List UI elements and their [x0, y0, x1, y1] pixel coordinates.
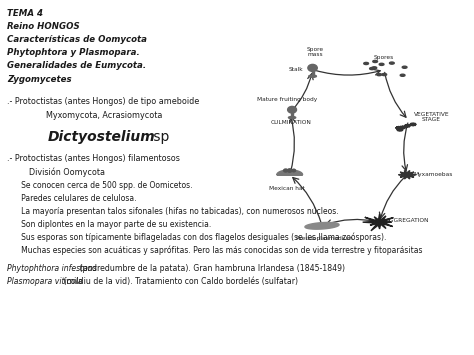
Ellipse shape	[364, 62, 368, 65]
Polygon shape	[305, 223, 339, 229]
Ellipse shape	[373, 60, 378, 62]
Polygon shape	[277, 170, 302, 175]
Bar	[291, 110, 293, 118]
Ellipse shape	[309, 75, 317, 77]
Text: Spore
mass: Spore mass	[306, 47, 323, 57]
Polygon shape	[400, 126, 406, 129]
Text: Muchas especies son acuáticas y saprófitas. Pero las más conocidas son de vida t: Muchas especies son acuáticas y saprófit…	[14, 245, 423, 255]
Text: (mildiu de la vid). Tratamiento con Caldo bordelés (sulfatar): (mildiu de la vid). Tratamiento con Cald…	[61, 277, 298, 286]
Text: Phytophtora y Plasmopara.: Phytophtora y Plasmopara.	[7, 48, 140, 57]
Text: Paredes celulares de celulosa.: Paredes celulares de celulosa.	[14, 194, 137, 203]
Text: sp: sp	[149, 130, 170, 144]
Ellipse shape	[390, 62, 394, 64]
Polygon shape	[404, 124, 410, 127]
Text: Myxamoebas: Myxamoebas	[413, 171, 453, 176]
Text: .- Protoctistas (antes Hongos) filamentosos: .- Protoctistas (antes Hongos) filamento…	[7, 154, 180, 163]
Ellipse shape	[379, 63, 384, 65]
Ellipse shape	[382, 73, 387, 76]
Text: Dictyostelium: Dictyostelium	[47, 130, 155, 144]
Circle shape	[288, 106, 297, 113]
Ellipse shape	[402, 66, 407, 68]
Text: Reino HONGOS: Reino HONGOS	[7, 22, 80, 31]
Text: La mayoría presentan talos sifonales (hifas no tabicadas), con numerosos núcleos: La mayoría presentan talos sifonales (hi…	[14, 207, 339, 216]
Text: VEGETATIVE
STAGE: VEGETATIVE STAGE	[414, 111, 449, 122]
Text: AGGREGATION: AGGREGATION	[386, 218, 430, 223]
Text: Características de Oomycota: Características de Oomycota	[7, 35, 147, 44]
Circle shape	[292, 169, 295, 172]
Text: Mature fruiting body: Mature fruiting body	[257, 97, 318, 102]
Text: Se conocen cerca de 500 spp. de Oomicetos.: Se conocen cerca de 500 spp. de Oomiceto…	[14, 181, 193, 190]
Text: Stalk: Stalk	[289, 67, 303, 72]
Ellipse shape	[370, 67, 374, 70]
Text: División Oomycota: División Oomycota	[19, 168, 105, 178]
Text: Plasmopara viticola: Plasmopara viticola	[7, 277, 82, 286]
Polygon shape	[397, 128, 403, 131]
Polygon shape	[399, 170, 416, 179]
Polygon shape	[363, 214, 393, 231]
Text: Zygomycetes: Zygomycetes	[7, 75, 72, 83]
Text: Generalidades de Eumycota.: Generalidades de Eumycota.	[7, 61, 146, 70]
Ellipse shape	[400, 74, 405, 76]
Text: .- Protoctistas (antes Hongos) de tipo ameboide: .- Protoctistas (antes Hongos) de tipo a…	[7, 97, 200, 105]
Polygon shape	[410, 123, 416, 126]
Text: TEMA 4: TEMA 4	[7, 9, 43, 18]
Text: Mexican hat: Mexican hat	[269, 186, 305, 191]
Ellipse shape	[372, 67, 377, 69]
Circle shape	[308, 64, 317, 71]
Text: Phytophthora infestans: Phytophthora infestans	[7, 264, 97, 273]
Text: Pseudoplasmodium: Pseudoplasmodium	[295, 236, 353, 241]
Ellipse shape	[377, 73, 382, 76]
Text: Sus esporas son típicamente biflageladas con dos flagelos desiguales (se les lla: Sus esporas son típicamente biflageladas…	[14, 233, 387, 242]
Circle shape	[283, 169, 288, 172]
Text: (podredumbre de la patata). Gran hambruna Irlandesa (1845-1849): (podredumbre de la patata). Gran hambrun…	[77, 264, 345, 273]
Bar	[311, 68, 314, 76]
Text: Son diplontes en la mayor parte de su existencia.: Son diplontes en la mayor parte de su ex…	[14, 220, 211, 229]
Ellipse shape	[289, 116, 296, 119]
Text: Myxomycota, Acrasiomycota: Myxomycota, Acrasiomycota	[21, 111, 163, 120]
Text: Spores: Spores	[374, 55, 394, 60]
Polygon shape	[395, 126, 402, 130]
Circle shape	[287, 169, 292, 172]
Text: CULMINATION: CULMINATION	[271, 120, 311, 125]
